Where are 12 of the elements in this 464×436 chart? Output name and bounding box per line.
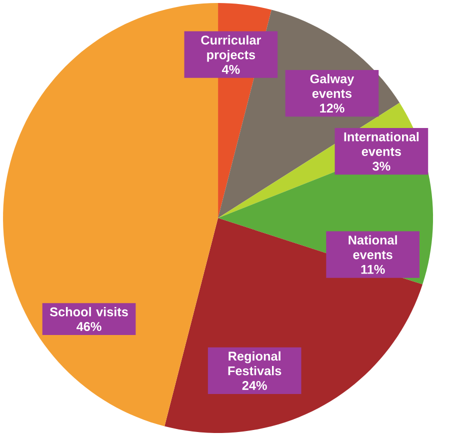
- data-label: 4%: [222, 64, 240, 74]
- slice-label: International events: [344, 132, 419, 156]
- data-label: 46%: [76, 322, 102, 332]
- data-label: 11%: [361, 264, 385, 274]
- data-label: 3%: [372, 162, 390, 171]
- slice-label: Galway events: [310, 74, 354, 98]
- slice-label: Curricular projects: [201, 35, 262, 62]
- data-label: 24%: [242, 381, 267, 390]
- slice-label: National events: [348, 235, 397, 260]
- slice-label: Regional Festivals: [228, 351, 282, 376]
- slice-label: School visits: [50, 307, 128, 316]
- data-label: 12%: [320, 104, 344, 113]
